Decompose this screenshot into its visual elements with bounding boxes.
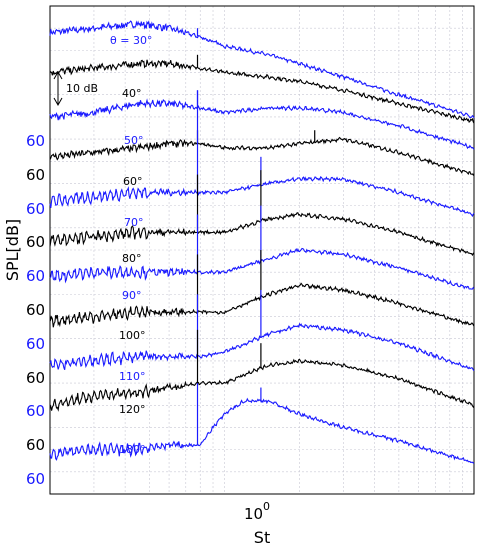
series-label: 120° <box>119 403 146 416</box>
y-tick-label: 60 <box>26 436 45 454</box>
y-tick-label: 60 <box>26 369 45 387</box>
y-tick-label: 60 <box>26 233 45 251</box>
series-line <box>49 136 475 176</box>
x-tick-exponent: 0 <box>263 500 270 513</box>
series-label: 110° <box>119 370 146 383</box>
scale-bar-arrow-down <box>53 97 63 107</box>
y-axis-label: SPL[dB] <box>3 219 22 281</box>
y-tick-label: 60 <box>26 301 45 319</box>
y-tick-label: 60 <box>26 200 45 218</box>
plot-frame <box>49 5 475 495</box>
x-tick-label-1: 10 0 <box>244 500 270 523</box>
series-label: 100° <box>119 329 146 342</box>
scale-bar: 10 dB <box>53 70 98 107</box>
y-tick-label: 60 <box>26 402 45 420</box>
spectra-curves <box>49 20 475 464</box>
series-label: 70° <box>124 216 144 229</box>
series-line <box>49 358 475 412</box>
scale-bar-label: 10 dB <box>66 82 98 95</box>
x-axis-label: St <box>254 528 270 547</box>
series-label: 40° <box>122 87 142 100</box>
y-tick-label: 60 <box>26 335 45 353</box>
series-label: 80° <box>122 252 142 265</box>
curve-labels: θ = 30° 40° 50° 60° 70° 80° 90° 100° 110° 120° 180… <box>110 34 152 456</box>
series-line <box>49 59 475 124</box>
y-tick-label: 60 <box>26 267 45 285</box>
series-line <box>49 20 475 119</box>
series-label: 90° <box>122 289 142 302</box>
series-line <box>49 282 475 328</box>
series-label: 60° <box>123 175 143 188</box>
series-line <box>49 175 475 218</box>
series-line <box>49 397 475 464</box>
series-label: θ = 30° <box>110 34 152 47</box>
y-tick-label: 60 <box>26 166 45 184</box>
series-line <box>49 98 475 150</box>
y-tick-labels: 60 60 60 60 60 60 60 60 60 60 60 <box>26 132 45 488</box>
x-tick-base: 10 <box>244 505 263 523</box>
series-line <box>49 212 475 257</box>
series-label: 50° <box>124 134 144 147</box>
y-tick-label: 60 <box>26 470 45 488</box>
series-label: 180° <box>119 443 146 456</box>
series-line <box>49 322 475 372</box>
y-tick-label: 60 <box>26 132 45 150</box>
scale-bar-arrow-up <box>53 70 63 80</box>
series-line <box>49 247 475 290</box>
grid-lines <box>49 5 475 495</box>
